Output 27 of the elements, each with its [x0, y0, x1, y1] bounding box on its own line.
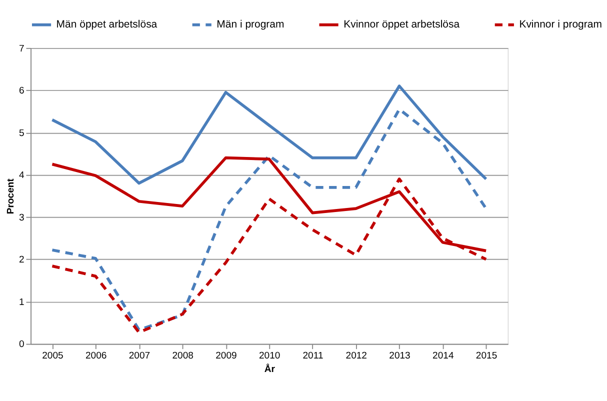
x-tick-label: 2006 — [85, 350, 107, 362]
y-tick-label: 5 — [19, 128, 24, 139]
x-tick-label: 2010 — [259, 350, 280, 362]
x-tick-label: 2015 — [476, 350, 498, 362]
y-tick-label: 3 — [19, 212, 24, 224]
y-tick-label: 0 — [19, 339, 24, 350]
x-tick-label: 2009 — [216, 350, 237, 362]
x-tick-label: 2011 — [302, 350, 324, 362]
legend-label: Kvinnor öppet arbetslösa — [344, 20, 460, 31]
legend-label: Män i program — [216, 20, 285, 31]
x-tick-label: 2008 — [172, 350, 194, 362]
x-tick-label: 2007 — [128, 350, 150, 362]
y-tick-label: 7 — [19, 43, 24, 54]
x-axis-title: År — [264, 362, 276, 375]
line-series — [50, 84, 488, 185]
legend-label: Män öppet arbetslösa — [56, 20, 158, 31]
y-tick-label: 1 — [19, 296, 24, 308]
y-tick-label: 6 — [19, 86, 24, 97]
x-tick-label: 2014 — [432, 350, 454, 362]
x-tick-label: 2005 — [42, 350, 64, 362]
legend-label: Kvinnor i program — [519, 20, 602, 31]
y-axis-title: Procent — [5, 178, 16, 214]
line-series — [50, 108, 488, 332]
y-tick-label: 4 — [19, 170, 26, 182]
x-tick-label: 2012 — [346, 350, 367, 362]
x-tick-label: 2013 — [389, 350, 410, 362]
y-tick-label: 2 — [19, 254, 24, 266]
